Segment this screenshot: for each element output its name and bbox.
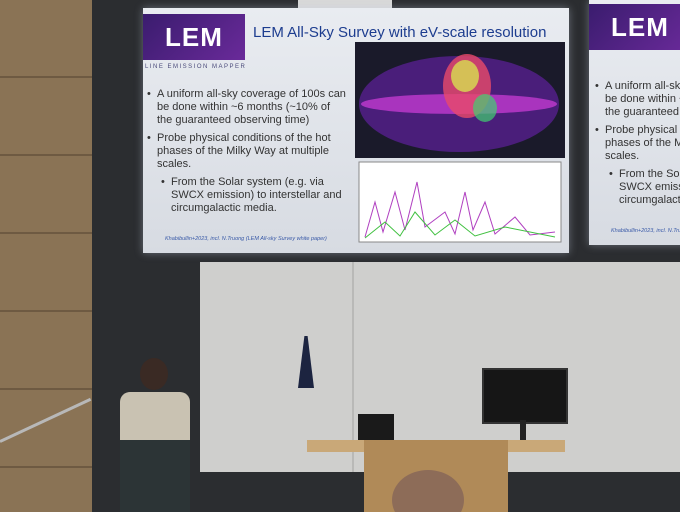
main-screen: LEM LINE EMISSION MAPPER LEM All-Sky Sur… [143,8,569,253]
sub-bullet: From the Solar system (e.g. via SWCX emi… [609,168,680,207]
bullet: A uniform all-sky coverage of 100s can b… [147,88,347,127]
sub-bullet: From the Solar system (e.g. via SWCX emi… [161,176,346,215]
bullet: Probe physical conditions of the hot pha… [147,132,347,171]
logo-caption: LINE EMISSION MAPPER [145,64,247,70]
second-screen: LEM A uniform all-sky coverage of 100s c… [589,0,680,245]
citation: Khabibullin+2023, incl. N.Truong (LEM Al… [611,228,680,234]
logo: LEM [143,14,245,60]
citation: Khabibullin+2023, incl. N.Truong (LEM Al… [165,236,327,242]
slide-title: LEM All-Sky Survey with eV-scale resolut… [253,24,547,41]
audience-head [392,470,464,512]
spectrum [364,211,556,239]
whiteboard [200,262,680,472]
laptop [358,414,394,442]
speaker-head [140,358,168,390]
spectrum-panel [358,161,562,243]
bullet: A uniform all-sky coverage of 100s can b… [595,80,680,119]
board-seam [352,262,354,472]
bubble-core [451,60,479,92]
spectrum [364,181,556,238]
wood-wall [0,0,92,512]
blob [473,94,497,122]
speaker-body [120,392,190,512]
monitor-stand [520,420,526,440]
bullet: Probe physical conditions of the hot pha… [595,124,680,163]
figures [355,42,565,243]
monitor [482,368,568,424]
logo: LEM [589,4,680,50]
